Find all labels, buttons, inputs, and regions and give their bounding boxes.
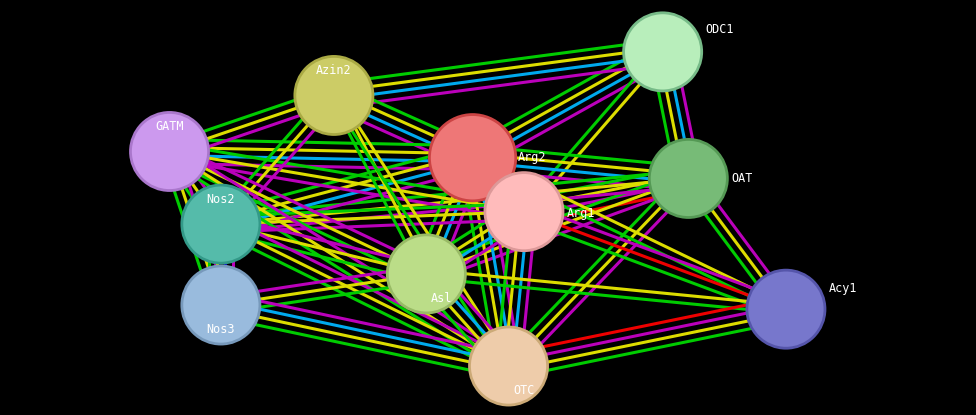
Text: Acy1: Acy1 — [829, 282, 858, 295]
Text: Azin2: Azin2 — [316, 64, 351, 77]
Ellipse shape — [649, 139, 727, 217]
Text: GATM: GATM — [155, 120, 183, 133]
Ellipse shape — [429, 115, 515, 201]
Ellipse shape — [624, 13, 702, 91]
Ellipse shape — [182, 266, 260, 344]
Ellipse shape — [387, 235, 466, 313]
Ellipse shape — [182, 185, 260, 263]
Ellipse shape — [295, 56, 373, 134]
Text: ODC1: ODC1 — [706, 23, 734, 36]
Text: Nos2: Nos2 — [207, 193, 235, 206]
Ellipse shape — [469, 327, 548, 405]
Text: OTC: OTC — [513, 384, 535, 397]
Ellipse shape — [485, 173, 563, 251]
Text: Arg1: Arg1 — [567, 207, 595, 220]
Ellipse shape — [131, 112, 209, 190]
Text: Arg2: Arg2 — [518, 151, 547, 164]
Text: Nos3: Nos3 — [207, 323, 235, 336]
Ellipse shape — [747, 270, 825, 348]
Text: Asl: Asl — [431, 292, 453, 305]
Text: OAT: OAT — [731, 172, 752, 185]
